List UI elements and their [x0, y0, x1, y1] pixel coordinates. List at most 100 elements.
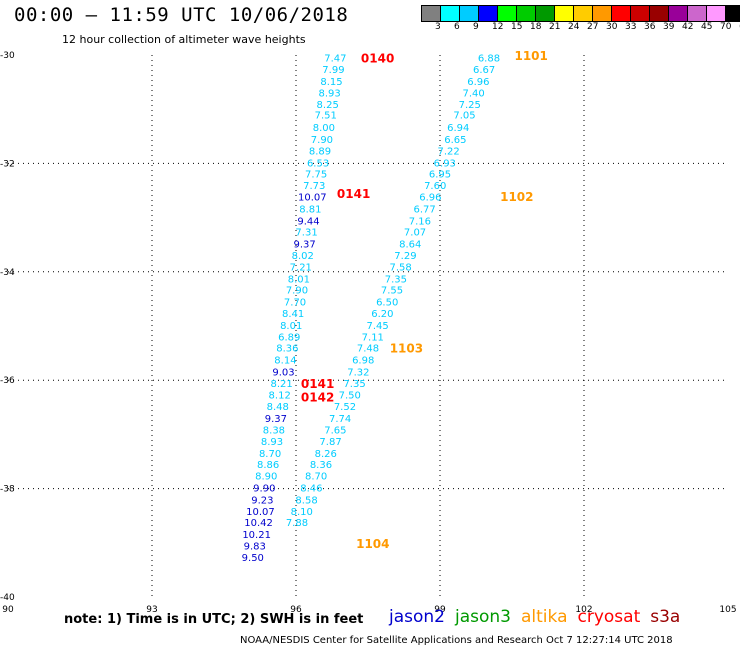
swh-value: 7.90	[286, 286, 308, 297]
swh-value: 7.47	[324, 54, 346, 65]
swh-value: 8.36	[310, 460, 332, 471]
legend-label: 24	[568, 22, 580, 32]
swh-value: 10.07	[246, 507, 275, 518]
swh-value: 7.21	[290, 262, 312, 273]
swh-value: 7.58	[390, 262, 412, 273]
legend-label: 42	[682, 22, 694, 32]
swh-value: 6.77	[414, 204, 436, 215]
swh-value: 7.65	[324, 426, 346, 437]
legend-label: 6	[454, 22, 460, 32]
swh-value: 8.58	[295, 495, 317, 506]
swh-value: 8.93	[261, 437, 283, 448]
time-label: 0141	[301, 377, 334, 391]
satellite-name: cryosat	[577, 607, 641, 627]
swh-value: 8.89	[309, 146, 331, 157]
legend-swatch	[574, 6, 593, 21]
legend-swatch	[669, 6, 688, 21]
swh-value: 6.67	[473, 65, 495, 76]
y-tick-label: -34	[0, 268, 15, 278]
time-label: 1101	[514, 49, 547, 63]
legend-label: 70	[720, 22, 732, 32]
swh-value: 6.94	[447, 123, 469, 134]
swh-value: 7.29	[394, 251, 416, 262]
swh-value: 7.74	[329, 414, 351, 425]
swh-value: 7.25	[459, 100, 481, 111]
x-tick-label: 99	[434, 605, 446, 615]
note-text: note: 1) Time is in UTC; 2) SWH is in fe…	[64, 612, 364, 627]
legend-label: 21	[549, 22, 561, 32]
legend-swatch	[498, 6, 517, 21]
legend-swatch	[536, 6, 555, 21]
swh-value: 9.50	[242, 553, 264, 564]
swh-value: 8.90	[255, 472, 277, 483]
satellite-name: jason2	[389, 607, 445, 627]
legend-label: 30	[606, 22, 618, 32]
swh-value: 7.70	[284, 298, 306, 309]
time-label: 1103	[390, 342, 423, 356]
swh-value: 7.45	[366, 321, 388, 332]
swh-value: 8.46	[300, 484, 322, 495]
legend-swatch	[460, 6, 479, 21]
legend-swatch	[517, 6, 536, 21]
swh-value: 8.14	[274, 356, 296, 367]
swh-value: 6.50	[376, 298, 398, 309]
legend-label: 9	[473, 22, 479, 32]
swh-value: 9.37	[294, 240, 316, 251]
legend-swatch	[612, 6, 631, 21]
swh-value: 6.20	[371, 309, 393, 320]
swh-value: 7.55	[381, 286, 403, 297]
legend-label: 33	[625, 22, 637, 32]
swh-value: 8.64	[399, 240, 421, 251]
legend-swatch	[707, 6, 726, 21]
swh-value: 6.89	[278, 332, 300, 343]
axis-ticks: 90 93 96 99 102 105 -30 -32 -34 -36 -38 -40	[0, 51, 737, 615]
swh-value: 7.16	[409, 216, 431, 227]
swh-value: 8.70	[259, 449, 281, 460]
satellite-name: s3a	[650, 607, 681, 627]
swh-value: 10.42	[244, 518, 273, 529]
swh-value: 8.36	[276, 344, 298, 355]
swh-value: 8.93	[318, 88, 340, 99]
swh-value: 9.37	[265, 414, 287, 425]
swh-value: 8.01	[288, 274, 310, 285]
swh-value: 8.00	[313, 123, 335, 134]
legend-label: 12	[492, 22, 504, 32]
legend-label: 3	[435, 22, 441, 32]
swh-value: 6.93	[434, 158, 456, 169]
swh-value: 6.95	[429, 170, 451, 181]
swh-value: 7.05	[453, 111, 475, 122]
swh-value: 7.32	[347, 368, 369, 379]
swh-value: 7.50	[339, 390, 361, 401]
x-tick-label: 105	[719, 605, 736, 615]
swh-value: 6.98	[352, 356, 374, 367]
swh-value: 7.73	[303, 181, 325, 192]
legend-label: 18	[530, 22, 542, 32]
swh-value: 7.99	[322, 65, 344, 76]
legend-label: 39	[663, 22, 675, 32]
swh-value: 8.21	[270, 379, 292, 390]
y-tick-label: -32	[0, 159, 15, 169]
swh-value: 8.86	[257, 460, 279, 471]
swh-value: 9.44	[297, 216, 319, 227]
x-tick-label: 96	[290, 605, 302, 615]
swh-value: 6.65	[444, 135, 466, 146]
swh-value: 8.15	[320, 77, 342, 88]
color-scale-legend	[421, 5, 740, 22]
swh-value: 7.90	[311, 135, 333, 146]
satellite-name: jason3	[455, 607, 511, 627]
swh-value: 6.88	[478, 54, 500, 65]
swh-value: 6.53	[307, 158, 329, 169]
swh-value: 8.48	[267, 402, 289, 413]
legend-label: 27	[587, 22, 599, 32]
swh-value: 7.35	[343, 379, 365, 390]
swh-value: 7.51	[315, 111, 337, 122]
time-label: 1104	[356, 537, 389, 551]
legend-swatch	[631, 6, 650, 21]
time-label: 0142	[301, 390, 334, 404]
swh-value: 7.60	[424, 181, 446, 192]
legend-swatch	[593, 6, 612, 21]
swh-value: 8.01	[280, 321, 302, 332]
satellite-name: altika	[521, 607, 568, 627]
